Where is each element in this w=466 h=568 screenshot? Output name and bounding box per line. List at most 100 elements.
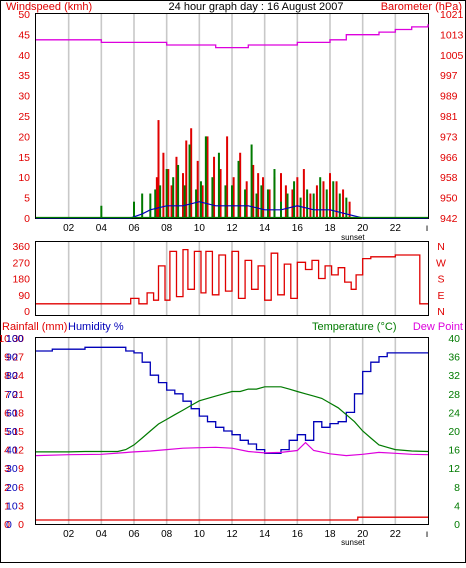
temperature-line: [36, 386, 429, 453]
rainfall-axis-label: Rainfall (mm): [2, 321, 67, 333]
y-tick-label: 360: [12, 241, 30, 253]
y-tick-label: 9: [18, 463, 24, 475]
temp-axes: 0123456789100369121518212427300102030405…: [0, 333, 460, 547]
y-tick-label: 2: [4, 482, 10, 494]
y-tick-label: 3: [18, 500, 24, 512]
y-tick-label: 7: [4, 389, 10, 401]
y-tick-label: 21: [12, 389, 24, 401]
y-tick-label: 958: [440, 172, 458, 184]
temp-humidity-panel: Rainfall (mm) Humidity % Temperature (°C…: [0, 321, 463, 547]
y-tick-label: 973: [440, 131, 458, 143]
y-tick-label: 0: [24, 306, 30, 318]
y-tick-label: 10: [6, 500, 18, 512]
y-tick-label: 989: [440, 91, 458, 103]
y-tick-label: 40: [6, 445, 18, 457]
y-tick-label: 40: [18, 50, 30, 62]
temperature-axis-label: Temperature (°C): [312, 321, 396, 333]
y-tick-label: N: [437, 306, 445, 318]
x-tick-label: 18: [324, 223, 336, 234]
y-tick-label: 24: [12, 370, 24, 382]
y-tick-label: 8: [4, 370, 10, 382]
y-tick-label: 16: [448, 445, 460, 457]
wind-marks: [36, 24, 429, 219]
y-tick-label: 12: [12, 445, 24, 457]
y-tick-label: 10: [0, 333, 10, 345]
y-tick-label: 950: [440, 193, 458, 205]
sunset-marker-label: sunset: [341, 538, 365, 547]
y-tick-label: 8: [454, 482, 460, 494]
y-tick-label: 45: [18, 29, 30, 41]
y-tick-label: 0: [18, 519, 24, 531]
y-tick-label: 18: [12, 407, 24, 419]
y-tick-label: 4: [4, 445, 10, 457]
wind-barometer-panel: Windspeed (kmh) 24 hour graph day : 16 A…: [6, 1, 464, 242]
y-tick-label: 10: [18, 172, 30, 184]
y-tick-label: 20: [6, 482, 18, 494]
x-tick-label: 22: [390, 529, 402, 540]
y-tick-label: 966: [440, 152, 458, 164]
y-tick-label: 27: [12, 352, 24, 364]
y-tick-label: 0: [4, 519, 10, 531]
x-tick-label: 02: [63, 529, 75, 540]
dewpoint-axis-label: Dew Point: [413, 321, 463, 333]
y-tick-label: 9: [4, 352, 10, 364]
y-tick-label: W: [436, 257, 446, 269]
y-tick-label: 4: [454, 500, 460, 512]
x-tick-label: 14: [259, 529, 271, 540]
direction-marks: [36, 248, 428, 305]
x-tick-label: 08: [161, 529, 173, 540]
dewpoint-line: [35, 441, 429, 457]
x-tick-label: 20: [357, 223, 369, 234]
y-tick-label: 12: [448, 463, 460, 475]
x-tick-label: 14: [259, 223, 271, 234]
y-tick-label: 30: [18, 91, 30, 103]
y-tick-label: 3: [4, 463, 10, 475]
y-tick-label: 6: [4, 407, 10, 419]
temp-marks: [35, 346, 429, 521]
y-tick-label: 28: [448, 389, 460, 401]
barometer-axis-label: Barometer (hPa): [381, 1, 462, 13]
y-tick-label: 30: [6, 463, 18, 475]
y-tick-label: 0: [454, 519, 460, 531]
y-tick-label: 20: [448, 426, 460, 438]
y-tick-label: 100: [6, 333, 24, 345]
x-tick-label: 08: [161, 223, 173, 234]
y-tick-label: 60: [6, 407, 18, 419]
x-tick-label: 06: [128, 529, 140, 540]
y-tick-label: 32: [448, 370, 460, 382]
y-tick-label: 15: [12, 426, 24, 438]
x-tick-label: 16: [292, 529, 304, 540]
y-tick-label: 270: [12, 257, 30, 269]
wind-grid: [67, 14, 397, 218]
y-tick-label: 40: [448, 333, 460, 345]
y-tick-label: 6: [18, 482, 24, 494]
y-tick-label: 50: [18, 9, 30, 21]
y-tick-label: 70: [6, 389, 18, 401]
y-tick-label: 1021: [440, 9, 464, 21]
x-tick-label: 04: [96, 529, 108, 540]
y-tick-label: 20: [18, 131, 30, 143]
y-tick-label: 942: [440, 213, 458, 225]
wind-axes: 0 5 10 15 20 25 30 35 40 45 50 942 950 958 966 973 981 98…: [18, 9, 463, 242]
y-tick-label: E: [437, 290, 444, 302]
y-tick-label: 15: [18, 152, 30, 164]
x-tick-label: 02: [63, 223, 75, 234]
y-tick-label: 997: [440, 70, 458, 82]
y-tick-label: 1: [4, 500, 10, 512]
windspeed-axis-label: Windspeed (kmh): [6, 1, 92, 13]
y-tick-label: 180: [12, 274, 30, 286]
y-tick-label: 5: [4, 426, 10, 438]
sunset-marker-label: sunset: [341, 233, 365, 242]
y-tick-label: 35: [18, 70, 30, 82]
x-tick-label: 10: [194, 223, 206, 234]
x-tick-label: 10: [194, 529, 206, 540]
y-tick-label: 80: [6, 370, 18, 382]
x-tick-label: 12: [226, 529, 238, 540]
chart-title: 24 hour graph day : 16 August 2007: [169, 1, 344, 13]
y-tick-label: S: [437, 274, 444, 286]
x-tick-label: 04: [96, 223, 108, 234]
